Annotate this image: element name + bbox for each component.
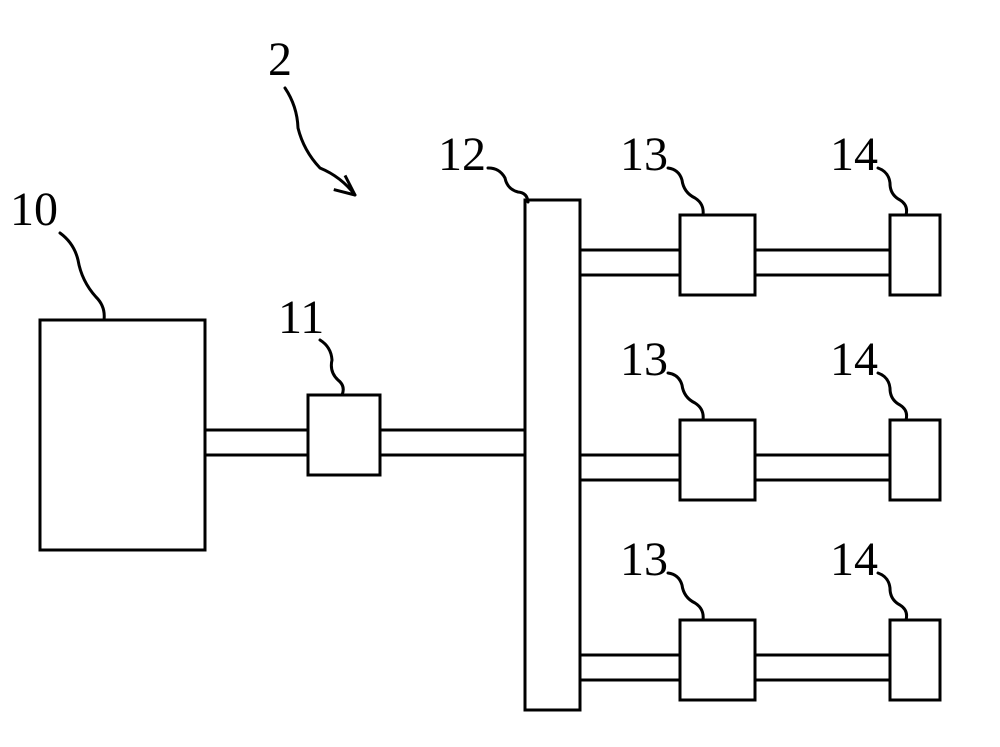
block-b13b: [680, 420, 755, 500]
leader-l13b: [668, 373, 703, 420]
diagram-canvas: 2 10 11 12 13 14 13 14 13 14: [0, 0, 1000, 747]
block-b14a: [890, 215, 940, 295]
label-l11: 11: [278, 291, 324, 344]
block-b13c: [680, 620, 755, 700]
leader-l11: [320, 340, 343, 395]
label-l14b: 14: [830, 333, 878, 386]
label-l12: 12: [438, 128, 486, 181]
leader-l2: [285, 88, 355, 195]
leader-l13a: [668, 168, 703, 215]
label-l13c: 13: [620, 533, 668, 586]
block-b11: [308, 395, 380, 475]
leader-l14a: [878, 168, 907, 215]
label-l14a: 14: [830, 128, 878, 181]
block-b14b: [890, 420, 940, 500]
block-b10: [40, 320, 205, 550]
block-b13a: [680, 215, 755, 295]
leader-l12: [488, 168, 528, 202]
leader-l10: [60, 233, 104, 320]
leader-l13c: [668, 573, 703, 620]
label-l13a: 13: [620, 128, 668, 181]
leader-l14c: [878, 573, 907, 620]
leader-l14b: [878, 373, 907, 420]
label-l13b: 13: [620, 333, 668, 386]
block-b12: [525, 200, 580, 710]
label-l2: 2: [268, 33, 292, 86]
label-l10: 10: [10, 183, 58, 236]
label-l14c: 14: [830, 533, 878, 586]
block-b14c: [890, 620, 940, 700]
